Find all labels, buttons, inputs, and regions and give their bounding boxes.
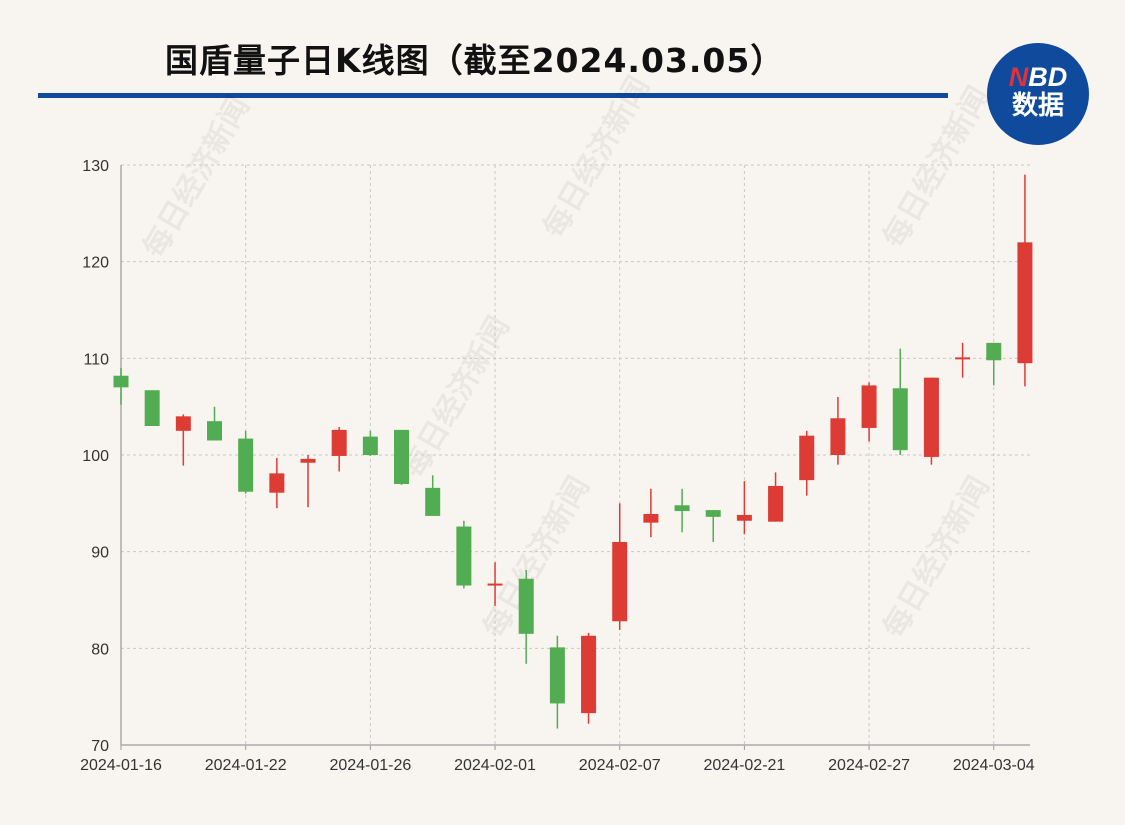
candle [456, 520, 472, 589]
candle-body [1017, 242, 1033, 364]
candle-body [269, 473, 285, 493]
candle [1017, 174, 1033, 387]
candle [549, 635, 565, 729]
candle [986, 342, 1002, 386]
candle [892, 348, 908, 455]
watermark-text: 每日经济新闻 [877, 81, 997, 254]
candle-body [487, 583, 503, 586]
candle-body [207, 421, 223, 441]
candle [612, 503, 628, 630]
candle [799, 430, 815, 496]
candle [955, 342, 971, 378]
watermark-text: 每日经济新闻 [397, 311, 517, 484]
candle [425, 475, 441, 516]
candle-body [768, 485, 784, 522]
candle [487, 562, 503, 606]
logo-subtitle: 数据 [1011, 91, 1064, 121]
candle [331, 426, 347, 472]
candles [113, 174, 1033, 729]
x-tick-label: 2024-03-04 [953, 757, 1035, 774]
candle-body [238, 438, 254, 492]
logo-letters-bd: BD [1028, 62, 1068, 92]
candle-body [830, 418, 846, 455]
candle-body [144, 390, 160, 426]
candle [581, 632, 597, 724]
candle-body [799, 435, 815, 481]
candle [300, 455, 316, 508]
watermark-text: 每日经济新闻 [137, 91, 257, 264]
x-tick-label: 2024-02-01 [454, 757, 536, 774]
x-tick-label: 2024-02-27 [828, 757, 910, 774]
x-tick-label: 2024-01-22 [205, 757, 287, 774]
watermark-text: 每日经济新闻 [537, 71, 657, 244]
candle [269, 457, 285, 509]
candle-body [986, 342, 1002, 361]
candle-body [425, 487, 441, 516]
y-tick-label: 120 [82, 255, 109, 272]
candle [175, 414, 191, 466]
candle [238, 430, 254, 494]
x-tick-label: 2024-01-26 [329, 757, 411, 774]
y-tick-label: 80 [91, 641, 109, 658]
candle-body [549, 647, 565, 704]
candle-body [394, 429, 410, 484]
y-tick-label: 110 [83, 351, 109, 368]
candle-body [923, 377, 939, 457]
candle-body [581, 635, 597, 714]
candle [830, 397, 846, 465]
y-tick-label: 70 [91, 738, 109, 755]
candle-body [955, 357, 971, 360]
candle-body [736, 514, 752, 521]
x-tick-label: 2024-02-21 [703, 757, 785, 774]
y-tick-label: 90 [91, 545, 109, 562]
candle [394, 429, 410, 485]
x-tick-label: 2024-02-07 [579, 757, 661, 774]
title-underline [38, 93, 948, 98]
watermark-text: 每日经济新闻 [877, 471, 997, 644]
candle [362, 430, 378, 456]
candle-body [300, 458, 316, 463]
gridlines [121, 164, 1030, 745]
candle-body [612, 542, 628, 622]
x-tick-label: 2024-01-16 [80, 757, 162, 774]
axes: 70 80 90 100 110 120 130 2024-01-16 2024-01-22 20… [80, 158, 1035, 774]
candle [705, 510, 721, 542]
candle-body [362, 436, 378, 455]
y-tick-label: 130 [82, 158, 109, 175]
candle [674, 488, 690, 533]
candle-body [643, 513, 659, 523]
candle-body [113, 375, 129, 388]
candle [207, 406, 223, 441]
candle-body [705, 510, 721, 517]
candle [923, 377, 939, 465]
logo-letter-n: N [1008, 62, 1029, 92]
candle-body [861, 385, 877, 428]
candle [861, 382, 877, 442]
candle [643, 488, 659, 538]
chart-title: 国盾量子日K线图（截至2024.03.05） [165, 41, 785, 80]
candle [736, 481, 752, 535]
candle-body [518, 578, 534, 634]
candle [144, 390, 160, 426]
nbd-logo: NBD 数据 [987, 43, 1089, 145]
candle-body [175, 416, 191, 431]
candle-body [331, 429, 347, 456]
candle-body [892, 388, 908, 451]
candle-body [456, 526, 472, 586]
candle [113, 368, 129, 405]
y-tick-label: 100 [82, 448, 109, 465]
candle-body [674, 505, 690, 512]
candle [518, 570, 534, 664]
candle [768, 472, 784, 522]
